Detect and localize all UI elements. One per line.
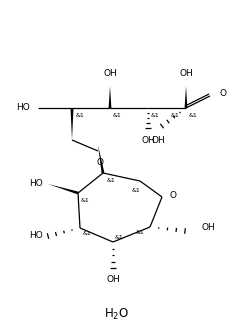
Text: &1: &1 [132,188,141,193]
Text: OH: OH [106,275,120,284]
Text: &1: &1 [76,113,85,118]
Text: OH: OH [103,69,117,78]
Text: O: O [219,89,226,98]
Polygon shape [71,108,73,140]
Text: &1: &1 [136,230,145,235]
Polygon shape [48,184,78,194]
Text: &1: &1 [115,235,124,240]
Text: O: O [96,158,103,167]
Text: &1: &1 [107,178,116,183]
Text: &1: &1 [81,198,90,203]
Text: &1: &1 [83,231,92,236]
Text: OH: OH [201,223,215,233]
Polygon shape [109,86,111,108]
Text: HO: HO [29,179,43,188]
Text: &1: &1 [151,113,160,118]
Text: OH: OH [151,136,165,145]
Text: O: O [170,191,177,200]
Text: HO: HO [29,232,43,241]
Text: &1: &1 [171,113,180,118]
Text: &1: &1 [113,113,122,118]
Text: H$_2$O: H$_2$O [104,306,130,322]
Text: &1: &1 [189,113,198,118]
Text: OH: OH [141,136,155,145]
Polygon shape [185,86,187,108]
Text: OH: OH [179,69,193,78]
Text: HO: HO [16,103,30,113]
Polygon shape [98,145,104,173]
